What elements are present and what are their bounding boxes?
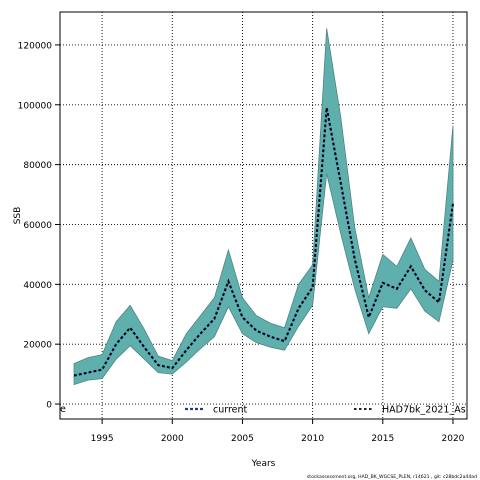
- y-tick-label: 60000: [23, 221, 52, 231]
- grid-lines: [60, 12, 467, 419]
- x-axis-title: Years: [251, 459, 276, 469]
- y-tick-label: 100000: [18, 101, 53, 111]
- series-line-HAD7bk_2021_As: [73, 107, 454, 377]
- footer-credit: stockassessment.org, HAD_BK_WGCSE_PLEN, …: [307, 474, 477, 480]
- legend: e current HAD7bk_2021_As: [60, 404, 466, 416]
- confidence-band: [73, 28, 454, 386]
- y-tick-label: 40000: [23, 281, 52, 291]
- y-axis-title: SSB: [13, 207, 23, 225]
- x-tick-label: 2015: [371, 434, 394, 444]
- legend-prefix-label: e: [60, 404, 66, 415]
- y-tick-label: 80000: [23, 161, 52, 171]
- x-axis: 1995 2000 2005 2010 2015 2020: [91, 419, 465, 444]
- x-tick-label: 2020: [442, 434, 465, 444]
- x-tick-label: 2005: [231, 434, 254, 444]
- plot-frame: [59, 11, 468, 420]
- series-lines: [73, 107, 455, 377]
- legend-label: current: [213, 405, 248, 416]
- legend-label: HAD7bk_2021_As: [382, 405, 466, 416]
- y-tick-label: 120000: [18, 41, 53, 51]
- y-tick-label: 0: [46, 401, 52, 411]
- x-tick-label: 2000: [161, 434, 184, 444]
- x-tick-label: 1995: [91, 434, 114, 444]
- confidence-band-area: [73, 28, 454, 386]
- y-tick-label: 20000: [23, 341, 52, 351]
- y-axis: 0 20000 40000 60000 80000 100000 120000: [18, 41, 60, 411]
- x-tick-label: 2010: [301, 434, 324, 444]
